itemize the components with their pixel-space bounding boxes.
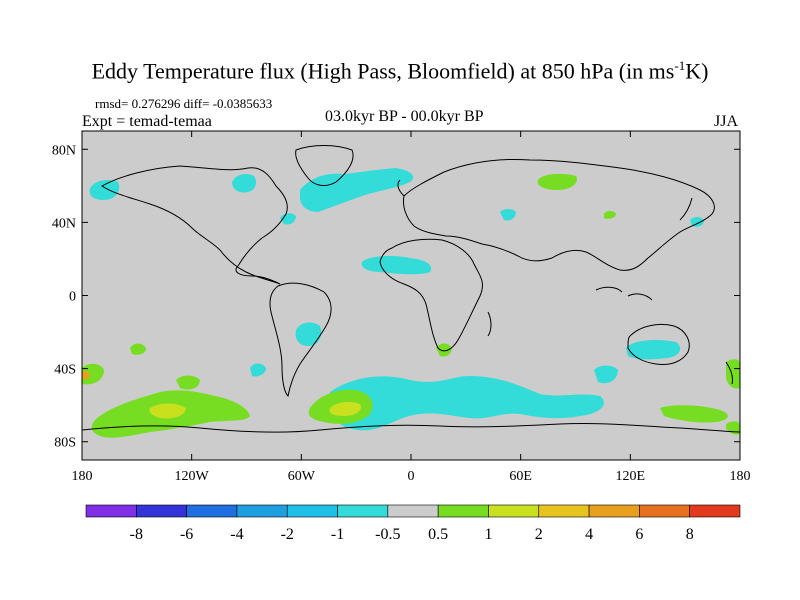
coastlines [82,145,740,433]
colorbar-swatch [538,504,590,518]
coast-antarctica [82,422,740,433]
colorbar-swatch [387,504,439,518]
field-date-line-yellow [82,371,90,380]
coast-indonesia [595,286,653,301]
anomaly-fields [82,168,740,438]
colorbar-label: -0.5 [375,526,400,543]
field-indian-ocean [594,365,618,384]
colorbar-swatch [588,504,640,518]
field-south-atlantic-yellow [329,401,362,416]
title-superscript: -1 [674,58,686,73]
lon-tick-label: 180 [730,469,751,484]
colorbar-label: -4 [230,526,243,543]
season-label: JJA [714,113,739,130]
field-siberia [537,173,578,190]
colorbar-label: -2 [281,526,294,543]
colorbar-swatch [136,504,187,518]
colorbar-label: -8 [130,526,143,543]
colorbar-label: 1 [484,526,492,543]
coast-north-america [101,165,288,285]
lat-tick-label: 80S [54,436,76,451]
field-southern-ocean [330,376,604,431]
colorbar-swatch [689,504,741,518]
colorbar-swatch [437,504,489,518]
field-hudson [280,213,296,225]
colorbar-label: 6 [635,526,643,543]
coast-japan [679,197,693,221]
coast-australia [627,323,690,365]
lon-tick-label: 60W [288,469,316,484]
field-pacific-north [690,217,704,227]
field-south-pacific-yellow [149,403,186,419]
lon-tick-label: 60E [509,469,532,484]
lon-tick-label: 0 [408,469,415,484]
field-alaska [89,180,120,200]
coast-madagascar [487,311,492,337]
coast-greenland [295,145,354,186]
axis-ticks [81,131,741,460]
title-main: Eddy Temperature flux (High Pass, Bloomf… [91,58,675,84]
experiment-label: Expt = temad-temaa [82,113,212,130]
colorbar-swatch [488,504,540,518]
coast-new-zealand [725,361,733,385]
colorbar-label: 8 [686,526,694,543]
coast-uk [397,179,405,197]
colorbar-swatch [286,504,338,518]
colorbar: -8 -6 -4 -2 -1 -0.5 0.5 1 2 4 6 8 [85,504,741,543]
colorbar-swatch [186,504,238,518]
colorbar-swatch [236,504,288,518]
coast-africa [379,238,483,352]
axis-labels: 180 120W 60W 0 60E 120E 180 80N 40N 0 40S 80S [52,143,751,484]
field-east-edge [726,359,740,389]
colorbar-label: 4 [585,526,593,543]
lon-tick-label: 180 [72,469,93,484]
colorbar-label: -6 [180,526,193,543]
lat-tick-label: 40S [54,363,76,378]
figure-title: Eddy Temperature flux (High Pass, Bloomf… [0,58,800,84]
field-labrador [232,174,256,193]
lat-tick-label: 0 [69,290,76,305]
coast-south-america [269,282,332,398]
field-sw-pacific [660,405,728,423]
colorbar-swatch [337,504,389,518]
field-south-africa [436,343,452,357]
field-sahara [361,255,432,275]
lon-tick-label: 120W [175,469,210,484]
colorbar-swatch [639,504,690,518]
colorbar-label: 2 [535,526,543,543]
field-south-pacific-west [130,343,146,355]
colorbar-label: 0.5 [428,526,448,543]
field-pacific-mid [176,375,200,390]
lon-tick-label: 120E [616,469,646,484]
period-label: 03.0kyr BP - 00.0kyr BP [325,108,484,125]
field-east-pacific [250,363,266,377]
field-asia-green [604,211,616,219]
stats-label: rmsd= 0.276296 diff= -0.0385633 [95,96,273,111]
colorbar-label: -1 [331,526,344,543]
coast-eurasia [403,159,715,271]
lat-tick-label: 40N [52,216,76,231]
lat-tick-label: 80N [52,143,76,158]
title-end: K) [685,58,709,84]
field-australia [626,340,681,360]
colorbar-swatch [85,504,137,518]
field-north-atlantic [300,168,414,212]
field-brazil [295,322,322,346]
field-scandinavia [500,209,516,221]
